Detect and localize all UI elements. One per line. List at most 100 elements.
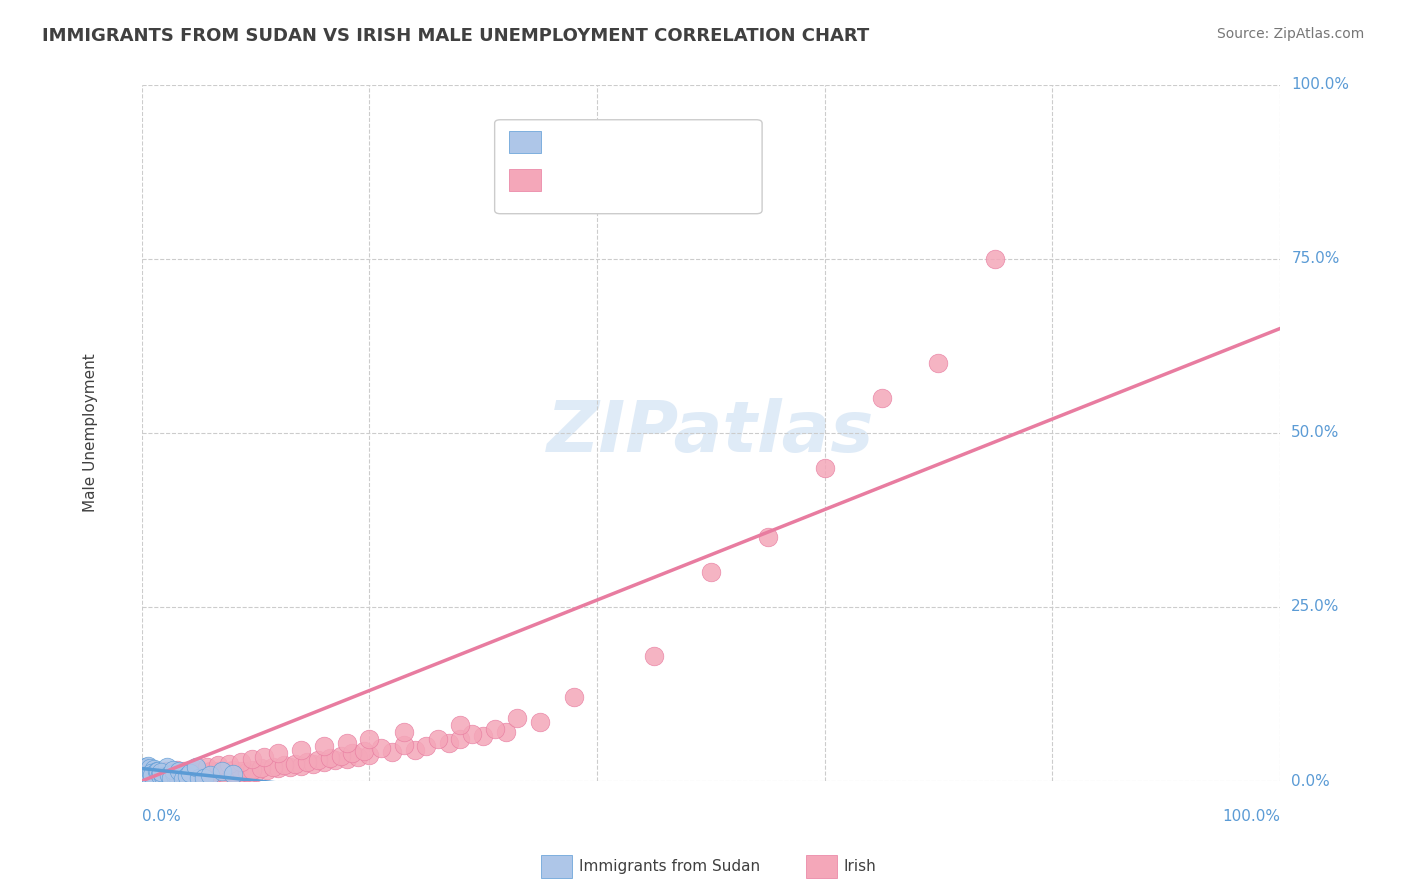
Point <box>163 764 186 778</box>
Point <box>359 732 381 747</box>
Point <box>240 763 263 777</box>
FancyBboxPatch shape <box>509 169 541 192</box>
Text: R = -0.331   N = 51: R = -0.331 N = 51 <box>551 135 725 150</box>
Point <box>295 755 318 769</box>
Point <box>159 769 181 783</box>
Text: 100.0%: 100.0% <box>1222 809 1279 824</box>
Point <box>756 530 779 544</box>
Point <box>267 746 290 760</box>
Point <box>145 764 167 779</box>
Point <box>170 767 193 781</box>
Point <box>184 762 207 776</box>
Point <box>139 766 162 780</box>
Point <box>156 766 179 780</box>
Point <box>461 727 484 741</box>
Point <box>134 768 156 782</box>
Point <box>318 751 340 765</box>
Point <box>347 749 370 764</box>
FancyBboxPatch shape <box>509 131 541 153</box>
Point <box>450 718 472 732</box>
Point <box>172 772 194 786</box>
Point <box>222 767 245 781</box>
Point <box>132 765 155 780</box>
Point <box>163 765 186 780</box>
Text: 50.0%: 50.0% <box>1291 425 1340 441</box>
Point <box>262 760 284 774</box>
Point <box>139 765 162 780</box>
Point <box>138 771 160 785</box>
Point <box>336 752 359 766</box>
Point <box>415 739 437 754</box>
Text: IMMIGRANTS FROM SUDAN VS IRISH MALE UNEMPLOYMENT CORRELATION CHART: IMMIGRANTS FROM SUDAN VS IRISH MALE UNEM… <box>42 27 869 45</box>
Point <box>149 769 172 783</box>
Point <box>146 764 169 778</box>
Point <box>252 749 274 764</box>
Point <box>143 762 166 776</box>
Point <box>290 758 312 772</box>
Point <box>218 764 240 779</box>
Point <box>290 742 312 756</box>
Point <box>169 765 191 780</box>
Point <box>207 758 229 772</box>
Point <box>135 768 157 782</box>
Point <box>927 356 949 370</box>
Point <box>404 742 426 756</box>
Point <box>141 768 163 782</box>
Point <box>157 768 180 782</box>
Point <box>153 768 176 782</box>
Point <box>136 771 159 785</box>
Point <box>146 769 169 783</box>
Point <box>145 766 167 780</box>
Point <box>155 764 177 779</box>
Point <box>136 758 159 772</box>
Point <box>134 760 156 774</box>
Point <box>450 732 472 747</box>
Point <box>186 764 208 779</box>
Point <box>138 768 160 782</box>
Point <box>148 768 170 782</box>
Point <box>198 764 221 778</box>
Text: Source: ZipAtlas.com: Source: ZipAtlas.com <box>1216 27 1364 41</box>
Point <box>174 768 197 782</box>
Point <box>330 748 353 763</box>
Point <box>174 767 197 781</box>
Point <box>132 762 155 776</box>
Text: Male Unemployment: Male Unemployment <box>83 353 98 512</box>
Point <box>181 766 204 780</box>
Point <box>228 766 250 780</box>
Point <box>190 764 212 779</box>
Point <box>179 769 201 783</box>
Point <box>152 769 174 783</box>
Point <box>141 769 163 783</box>
Text: 75.0%: 75.0% <box>1291 252 1340 267</box>
Text: 0.0%: 0.0% <box>142 809 180 824</box>
Point <box>165 768 187 782</box>
Point <box>153 770 176 784</box>
Point <box>187 771 209 785</box>
Point <box>135 768 157 782</box>
Point <box>250 762 273 776</box>
Point <box>392 738 415 752</box>
Point <box>187 765 209 780</box>
Point <box>495 725 517 739</box>
Point <box>562 690 585 705</box>
Point <box>150 764 173 779</box>
Point <box>136 770 159 784</box>
Point <box>179 766 201 780</box>
Point <box>134 772 156 786</box>
Text: ZIPatlas: ZIPatlas <box>547 399 875 467</box>
Point <box>159 772 181 786</box>
Point <box>370 740 392 755</box>
Point <box>814 460 837 475</box>
Point <box>245 764 267 779</box>
Point <box>193 765 215 780</box>
Point <box>353 744 375 758</box>
Point <box>150 764 173 779</box>
Point <box>156 760 179 774</box>
Point <box>167 770 190 784</box>
Point <box>132 771 155 785</box>
Point <box>643 648 665 663</box>
Point <box>235 764 257 779</box>
Point <box>239 767 262 781</box>
Point <box>183 768 205 782</box>
